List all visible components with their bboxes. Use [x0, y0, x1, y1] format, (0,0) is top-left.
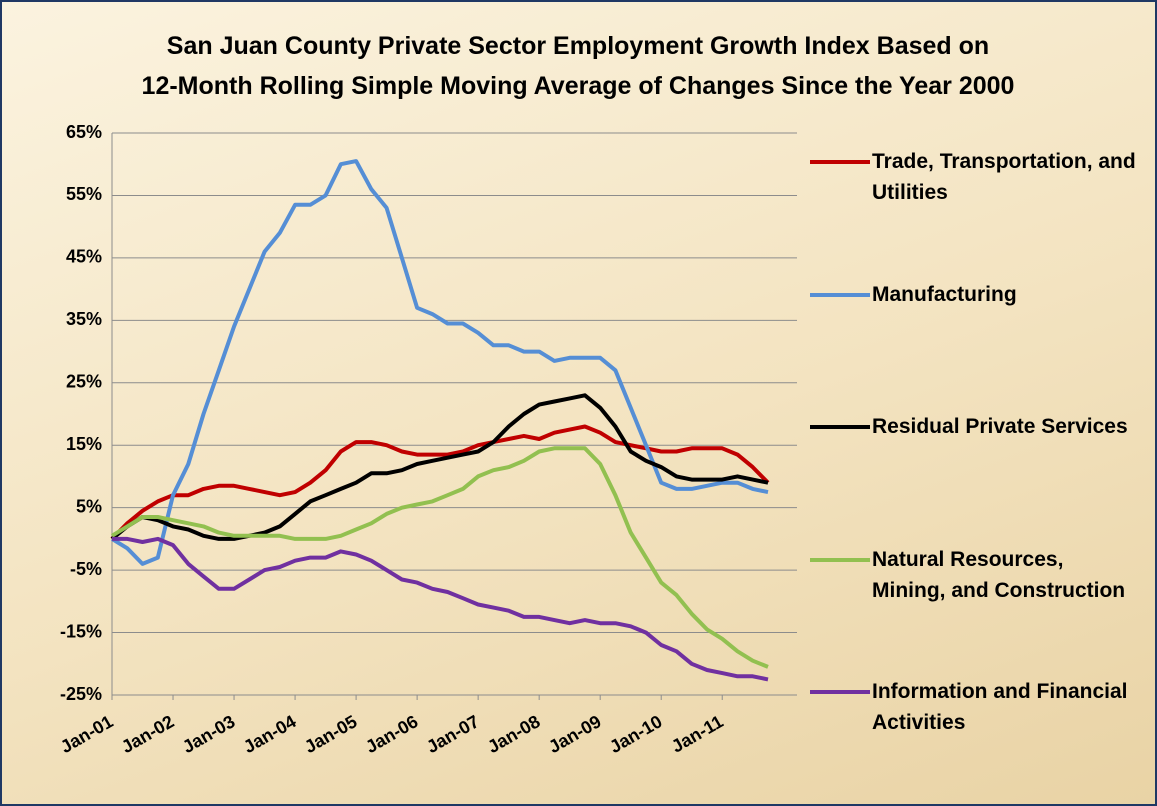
- chart-title: San Juan County Private Sector Employmen…: [167, 32, 989, 60]
- x-tick-label: Jan-03: [179, 711, 238, 757]
- x-tick-label: Jan-02: [118, 711, 177, 757]
- x-tick-label: Jan-06: [362, 711, 421, 757]
- y-tick-label: 65%: [66, 122, 102, 142]
- x-tick-label: Jan-11: [668, 711, 727, 756]
- y-tick-label: 55%: [66, 184, 102, 204]
- x-tick-label: Jan-08: [484, 711, 543, 757]
- legend-label: Residual Private Services: [872, 415, 1128, 438]
- y-tick-label: -25%: [60, 684, 102, 704]
- y-tick-label: -15%: [60, 621, 102, 641]
- series-line: [110, 159, 769, 566]
- legend-label: Information and Financial Activities: [872, 680, 1128, 734]
- y-tick-label: 35%: [66, 309, 102, 329]
- x-tick-label: Jan-04: [240, 711, 299, 757]
- x-tick-label: Jan-07: [423, 711, 482, 757]
- x-tick-label: Jan-10: [606, 711, 665, 757]
- series-line: [110, 446, 769, 669]
- legend-label: Trade, Transportation, and Utilities: [872, 150, 1136, 204]
- y-tick-label: 25%: [66, 372, 102, 392]
- y-tick-label: 15%: [66, 434, 102, 454]
- series-line: [110, 393, 769, 541]
- legend-label: Manufacturing: [872, 283, 1017, 306]
- series-line: [110, 424, 770, 541]
- y-tick-label: 5%: [76, 496, 102, 516]
- y-tick-label: -5%: [70, 559, 102, 579]
- x-tick-label: Jan-05: [301, 711, 360, 757]
- x-tick-label: Jan-09: [545, 711, 604, 757]
- series-line: [112, 536, 769, 682]
- x-tick-label: Jan-01: [57, 711, 116, 757]
- chart-title: 12-Month Rolling Simple Moving Average o…: [142, 72, 1015, 100]
- legend-label: Natural Resources, Mining, and Construct…: [872, 548, 1126, 602]
- y-tick-label: 45%: [66, 247, 102, 267]
